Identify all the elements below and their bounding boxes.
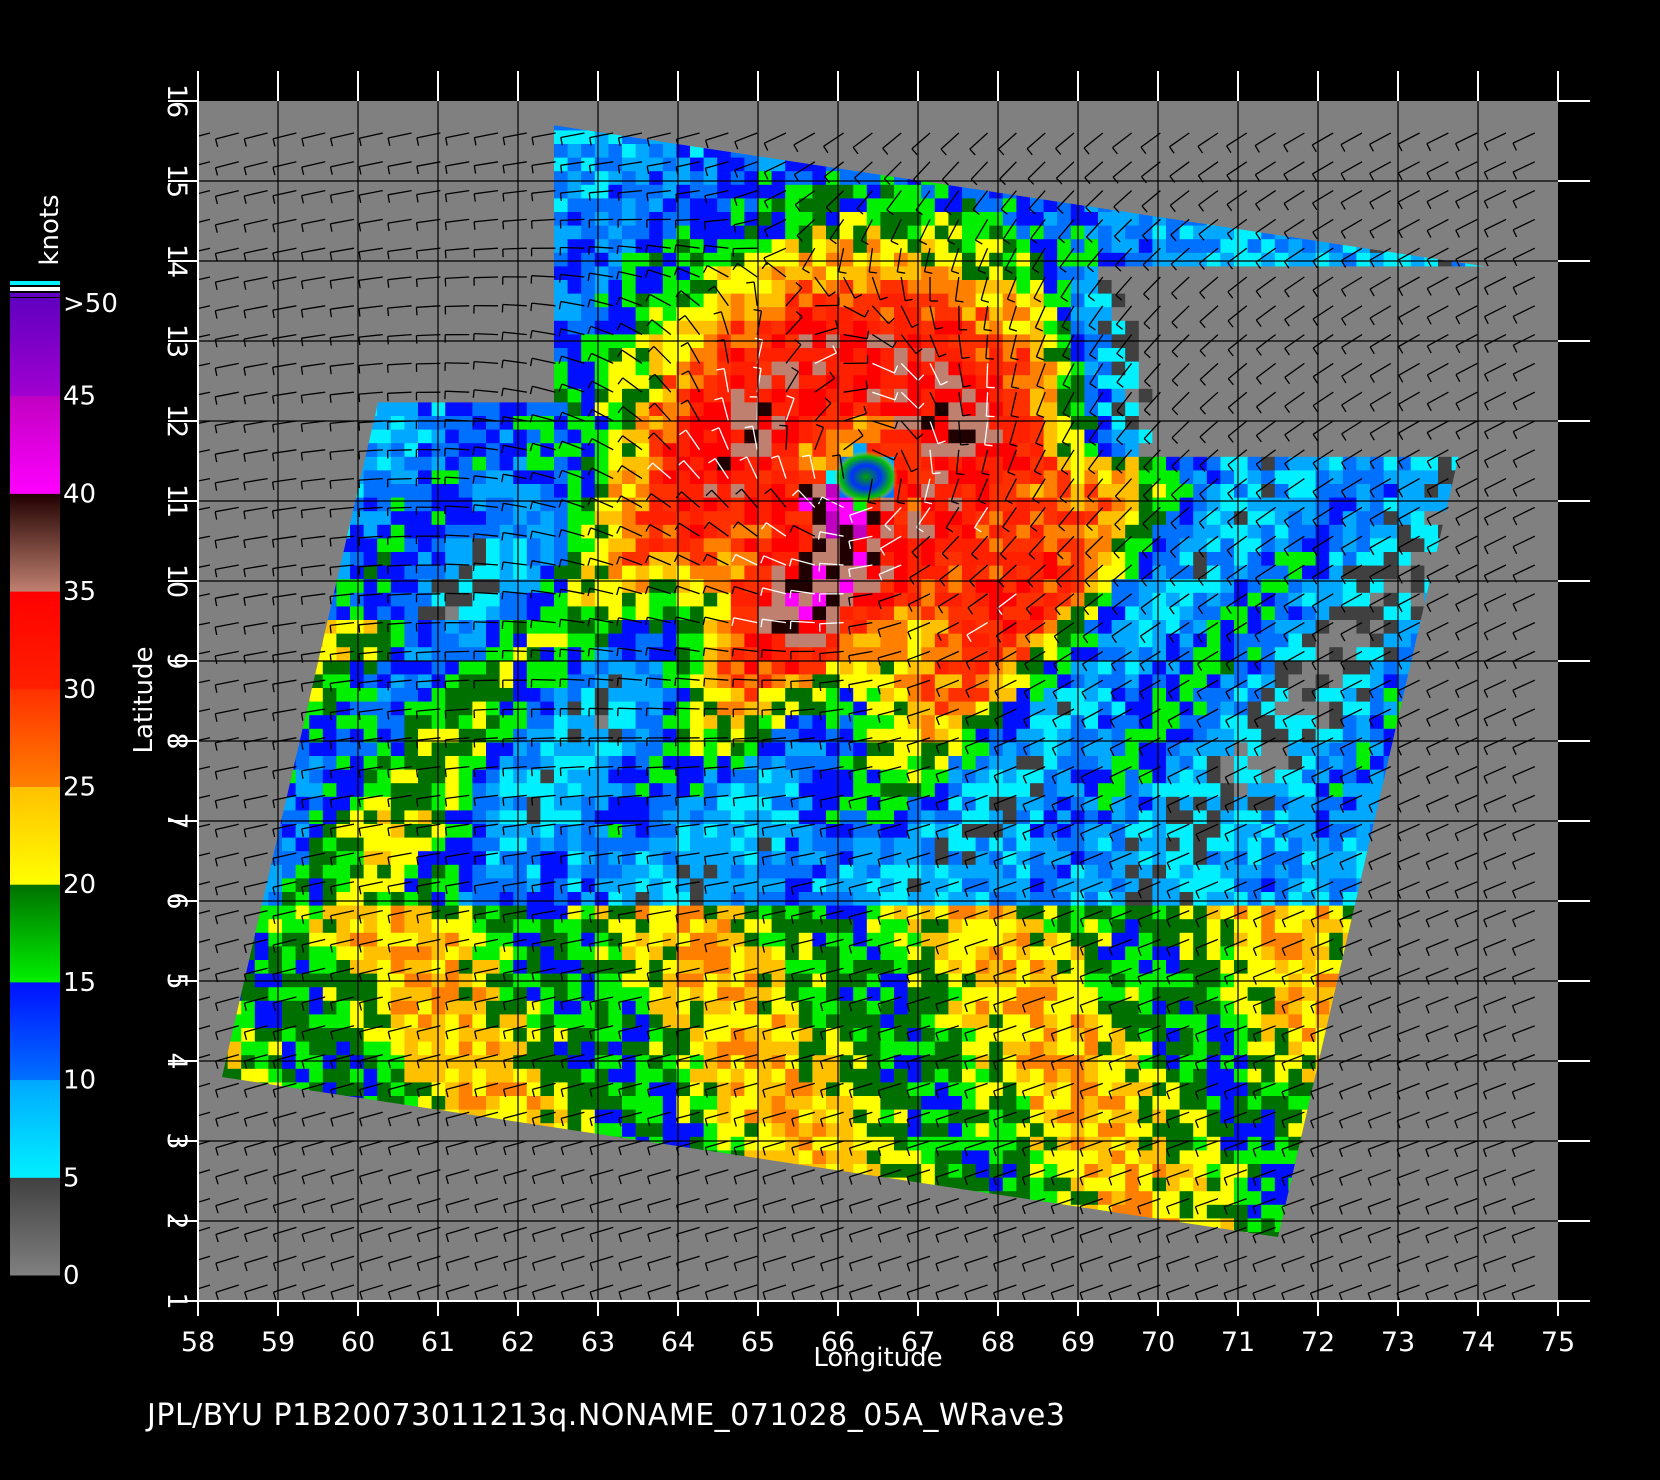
footer-caption: JPL/BYU P1B20073011213q.NONAME_071028_05… <box>147 1398 1066 1433</box>
x-tick-label: 67 <box>901 1327 935 1358</box>
x-tick-label: 70 <box>1141 1327 1175 1358</box>
colorbar-band <box>10 981 60 1081</box>
y-tick-label: 4 <box>161 1052 192 1069</box>
x-tick-label: 72 <box>1301 1327 1335 1358</box>
y-tick-label: 12 <box>161 404 192 438</box>
colorbar-band <box>10 1079 60 1178</box>
colorbar-band <box>10 298 60 397</box>
colorbar-band <box>10 493 60 592</box>
x-tick-label: 66 <box>821 1327 855 1358</box>
y-tick-label: 9 <box>161 652 192 669</box>
y-tick-label: 5 <box>161 972 192 989</box>
y-tick-label: 8 <box>161 732 192 749</box>
x-tick-label: 63 <box>581 1327 615 1358</box>
x-tick-label: 60 <box>341 1327 375 1358</box>
colorbar-label: 20 <box>63 870 96 900</box>
colorbar-label: 25 <box>63 773 96 803</box>
x-tick-label: 75 <box>1541 1327 1575 1358</box>
colorbar-band <box>10 688 60 787</box>
x-tick-label: 65 <box>741 1327 775 1358</box>
colorbar-band <box>10 884 60 983</box>
colorbar-band <box>10 786 60 885</box>
x-axis-label: Longitude <box>813 1343 942 1373</box>
y-tick-label: 1 <box>161 1292 192 1309</box>
y-tick-label: 15 <box>161 164 192 198</box>
colorbar-band <box>10 1177 60 1276</box>
x-tick-label: 68 <box>981 1327 1015 1358</box>
lat-lon-grid <box>198 101 1558 1301</box>
y-tick-label: 7 <box>161 812 192 829</box>
colorbar-title: knots <box>35 194 65 265</box>
colorbar-label: 45 <box>63 382 96 412</box>
x-tick-label: 73 <box>1381 1327 1415 1358</box>
x-tick-label: 64 <box>661 1327 695 1358</box>
x-tick-label: 71 <box>1221 1327 1255 1358</box>
colorbar-label: 35 <box>63 577 96 607</box>
y-tick-label: 2 <box>161 1212 192 1229</box>
colorbar-label: 40 <box>63 479 96 509</box>
x-tick-label: 69 <box>1061 1327 1095 1358</box>
colorbar-label: >50 <box>63 289 118 319</box>
y-tick-label: 3 <box>161 1132 192 1149</box>
colorbar-label: 15 <box>63 968 96 998</box>
x-tick-label: 61 <box>421 1327 455 1358</box>
x-tick-label: 59 <box>261 1327 295 1358</box>
colorbar-label: 30 <box>63 675 96 705</box>
colorbar-band <box>10 395 60 494</box>
y-tick-label: 14 <box>161 244 192 278</box>
y-tick-label: 11 <box>161 484 192 518</box>
y-axis-label: Latitude <box>129 646 159 753</box>
y-tick-label: 16 <box>161 84 192 118</box>
colorbar-label: 10 <box>63 1066 96 1096</box>
plot-axes: 58 59 60 61 62 63 64 65 66 67 68 69 70 71 72 73 74 751234… <box>161 71 1590 1358</box>
y-tick-label: 10 <box>161 564 192 598</box>
y-tick-label: 6 <box>161 892 192 909</box>
x-tick-label: 62 <box>501 1327 535 1358</box>
colorbar-label: 0 <box>63 1261 80 1291</box>
colorbar-band <box>10 591 60 690</box>
colorbar: 0 5 10 15 20 25 30 35 40 45 >50 <box>10 281 118 1291</box>
colorbar-label: 5 <box>63 1163 80 1193</box>
y-tick-label: 13 <box>161 324 192 358</box>
x-tick-label: 74 <box>1461 1327 1495 1358</box>
x-tick-label: 58 <box>181 1327 215 1358</box>
